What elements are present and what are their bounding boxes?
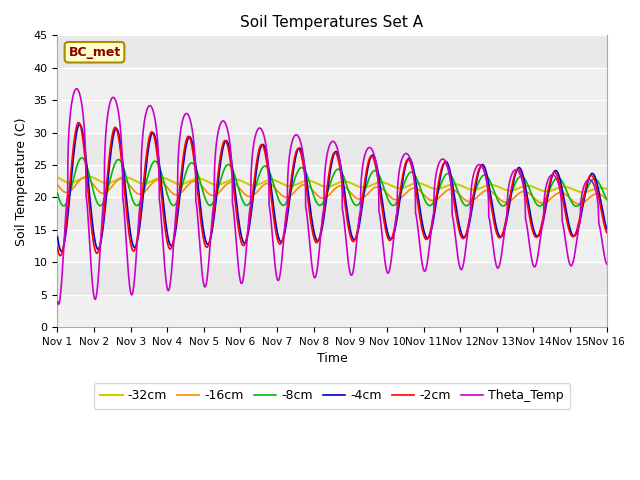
- -2cm: [172, 225, 179, 230]
- -2cm: [386, 238, 394, 243]
- -2cm: [54, 245, 61, 251]
- -16cm: [396, 196, 403, 202]
- -16cm: [551, 192, 559, 198]
- -4cm: [172, 230, 179, 236]
- -2cm: [56, 253, 64, 259]
- -32cm: [579, 189, 587, 195]
- -8cm: [207, 202, 215, 208]
- -8cm: [78, 155, 86, 161]
- -8cm: [172, 202, 179, 207]
- -4cm: [54, 234, 61, 240]
- -2cm: [207, 230, 215, 236]
- Bar: [58, 36, 607, 68]
- -16cm: [172, 192, 179, 198]
- -32cm: [603, 186, 611, 192]
- Line: -2cm: -2cm: [58, 122, 607, 256]
- -8cm: [603, 196, 611, 202]
- Line: -32cm: -32cm: [58, 177, 607, 192]
- Line: -4cm: -4cm: [58, 124, 607, 251]
- Theta_Temp: [396, 167, 403, 173]
- -16cm: [386, 193, 394, 199]
- -32cm: [603, 186, 611, 192]
- Text: BC_met: BC_met: [68, 46, 120, 59]
- -4cm: [396, 200, 403, 206]
- Bar: [58, 295, 607, 327]
- -8cm: [54, 190, 61, 196]
- -8cm: [603, 197, 611, 203]
- Theta_Temp: [551, 173, 559, 179]
- -32cm: [396, 185, 403, 191]
- -8cm: [396, 194, 403, 200]
- Theta_Temp: [603, 261, 611, 267]
- -4cm: [207, 234, 215, 240]
- -4cm: [76, 121, 84, 127]
- -32cm: [551, 187, 559, 192]
- Theta_Temp: [54, 301, 62, 307]
- Bar: [58, 197, 607, 230]
- Theta_Temp: [73, 86, 81, 92]
- Bar: [58, 132, 607, 165]
- -4cm: [386, 235, 394, 241]
- -2cm: [551, 169, 559, 175]
- -2cm: [603, 230, 611, 236]
- -8cm: [551, 177, 559, 183]
- Line: -8cm: -8cm: [58, 158, 607, 206]
- -2cm: [603, 229, 611, 235]
- -32cm: [84, 174, 92, 180]
- Line: -16cm: -16cm: [58, 178, 607, 204]
- -8cm: [386, 200, 394, 205]
- Bar: [58, 165, 607, 197]
- -2cm: [75, 120, 83, 125]
- Y-axis label: Soil Temperature (C): Soil Temperature (C): [15, 117, 28, 246]
- -16cm: [575, 201, 583, 207]
- -32cm: [207, 180, 215, 186]
- Bar: [58, 263, 607, 295]
- -4cm: [58, 248, 65, 254]
- Bar: [58, 68, 607, 132]
- Line: Theta_Temp: Theta_Temp: [58, 89, 607, 304]
- -4cm: [551, 168, 559, 174]
- -16cm: [603, 196, 611, 202]
- -32cm: [54, 175, 61, 180]
- -32cm: [172, 180, 179, 186]
- Theta_Temp: [54, 299, 61, 304]
- Legend: -32cm, -16cm, -8cm, -4cm, -2cm, Theta_Temp: -32cm, -16cm, -8cm, -4cm, -2cm, Theta_Te…: [94, 383, 570, 408]
- -16cm: [207, 192, 215, 198]
- -32cm: [386, 182, 394, 188]
- -16cm: [54, 181, 61, 187]
- -4cm: [603, 226, 611, 232]
- Theta_Temp: [207, 229, 215, 235]
- Title: Soil Temperatures Set A: Soil Temperatures Set A: [241, 15, 424, 30]
- -2cm: [396, 194, 403, 200]
- -16cm: [81, 175, 88, 180]
- Bar: [58, 230, 607, 263]
- Theta_Temp: [172, 217, 179, 223]
- Theta_Temp: [603, 261, 611, 266]
- -4cm: [603, 225, 611, 231]
- -16cm: [603, 196, 611, 202]
- -8cm: [572, 204, 580, 209]
- Theta_Temp: [386, 266, 394, 272]
- X-axis label: Time: Time: [317, 352, 348, 365]
